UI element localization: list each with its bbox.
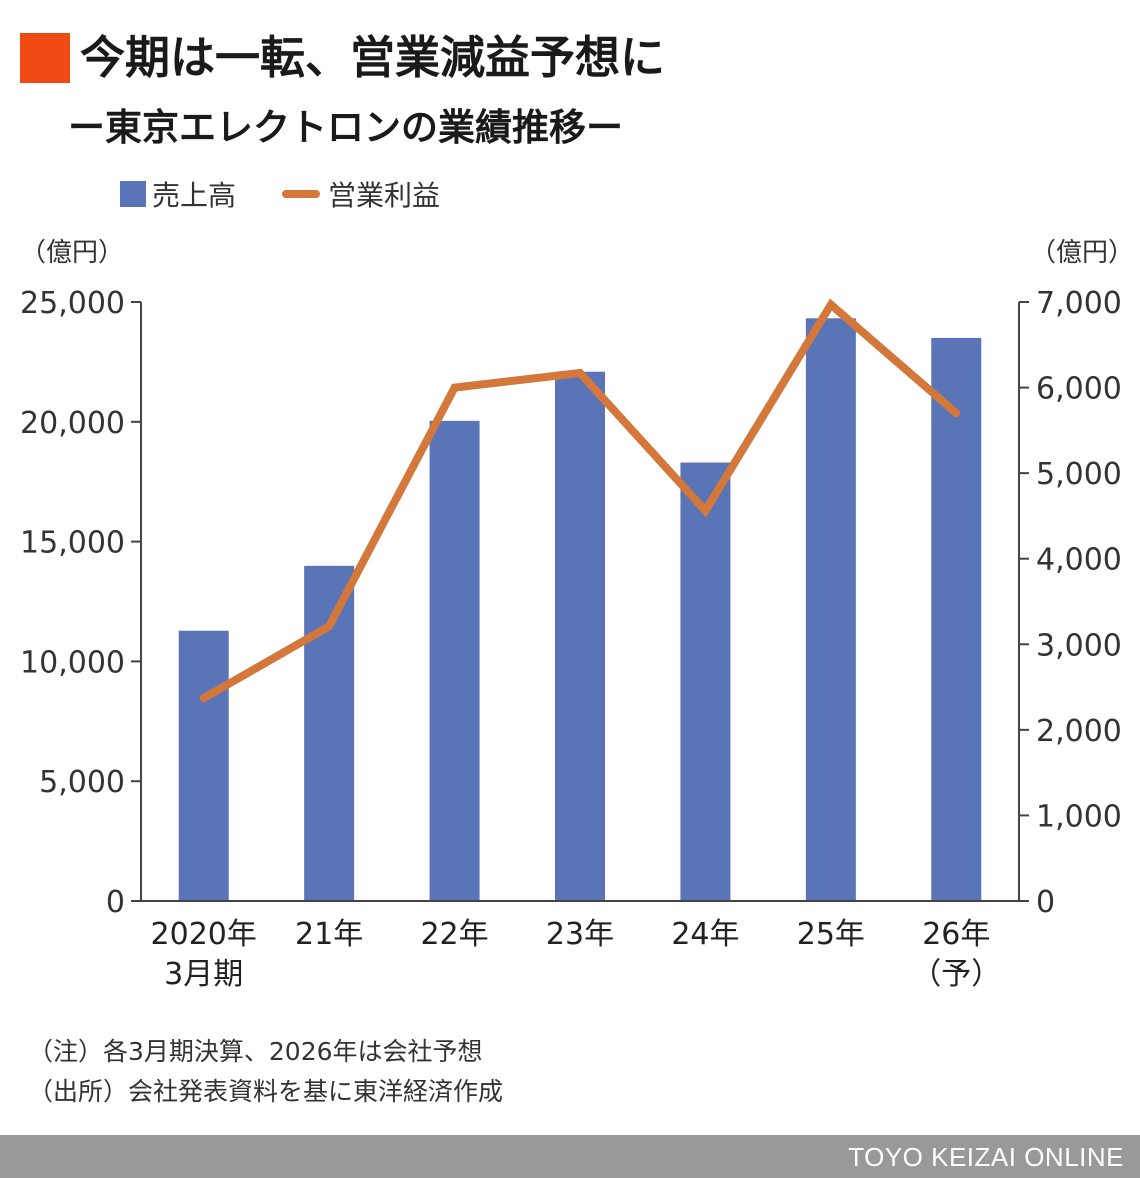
point-operating-profit-5 — [829, 303, 832, 306]
bar-sales-3 — [555, 371, 605, 901]
point-operating-profit-3 — [579, 372, 581, 375]
x-category-label-3: 23年 — [545, 917, 615, 952]
title-marker — [20, 33, 70, 83]
right-tick-label-0: 0 — [1036, 885, 1055, 920]
chart-subtitle: ー東京エレクトロンの業績推移ー — [68, 106, 623, 149]
x-category-label-4: 24年 — [671, 917, 740, 952]
bar-sales-0 — [178, 630, 229, 901]
chart-title: 今期は一転、営業減益予想に — [80, 31, 666, 84]
legend-item-sales: 売上高 — [120, 174, 236, 214]
x-category-label-6: 26年 （予） — [911, 917, 1002, 992]
footer-bar: TOYO KEIZAI ONLINE — [0, 1135, 1140, 1178]
legend: 売上高 営業利益 — [120, 172, 486, 216]
legend-swatch-sales — [120, 181, 146, 207]
notes: （注）各3月期決算、2026年は会社予想 （出所）会社発表資料を基に東洋経済作成 — [28, 1032, 503, 1112]
bar-sales-4 — [680, 462, 731, 901]
x-category-label-1: 21年 — [295, 917, 364, 952]
right-tick-label-7: 7,000 — [1036, 286, 1122, 321]
point-operating-profit-2 — [453, 386, 456, 389]
left-tick-label-1: 5,000 — [39, 765, 125, 800]
point-operating-profit-4 — [704, 509, 707, 512]
point-operating-profit-1 — [328, 625, 331, 628]
right-tick-label-2: 2,000 — [1036, 714, 1122, 749]
footer-brand: TOYO KEIZAI ONLINE — [848, 1142, 1124, 1172]
bar-sales-6 — [931, 337, 982, 901]
x-category-label-2: 22年 — [420, 917, 489, 952]
right-tick-label-6: 6,000 — [1036, 372, 1122, 407]
x-category-label-0: 2020年 3月期 — [150, 917, 257, 992]
source-line: （出所）会社発表資料を基に東洋経済作成 — [28, 1077, 504, 1106]
bar-sales-1 — [304, 565, 355, 901]
x-category-label-5: 25年 — [796, 917, 865, 952]
left-tick-label-5: 25,000 — [20, 286, 125, 321]
legend-label-operating-profit: 営業利益 — [328, 179, 441, 212]
legend-item-operating-profit: 営業利益 — [282, 174, 440, 214]
left-tick-label-2: 10,000 — [20, 645, 125, 680]
point-operating-profit-0 — [202, 697, 205, 700]
point-operating-profit-6 — [955, 412, 958, 415]
right-tick-label-5: 5,000 — [1036, 457, 1122, 492]
right-tick-label-4: 4,000 — [1036, 543, 1122, 578]
right-tick-label-3: 3,000 — [1036, 628, 1122, 663]
bar-sales-2 — [429, 420, 480, 901]
left-axis-unit: （億円） — [20, 238, 125, 268]
left-tick-label-4: 20,000 — [20, 406, 125, 441]
right-axis-unit: （億円） — [1030, 238, 1135, 268]
legend-label-sales: 売上高 — [152, 179, 237, 212]
note-line: （注）各3月期決算、2026年は会社予想 — [28, 1037, 483, 1066]
left-tick-label-0: 0 — [106, 885, 125, 920]
legend-swatch-operating-profit — [282, 190, 321, 198]
right-tick-label-1: 1,000 — [1036, 799, 1122, 834]
left-tick-label-3: 15,000 — [20, 526, 125, 561]
bar-sales-5 — [805, 318, 856, 901]
